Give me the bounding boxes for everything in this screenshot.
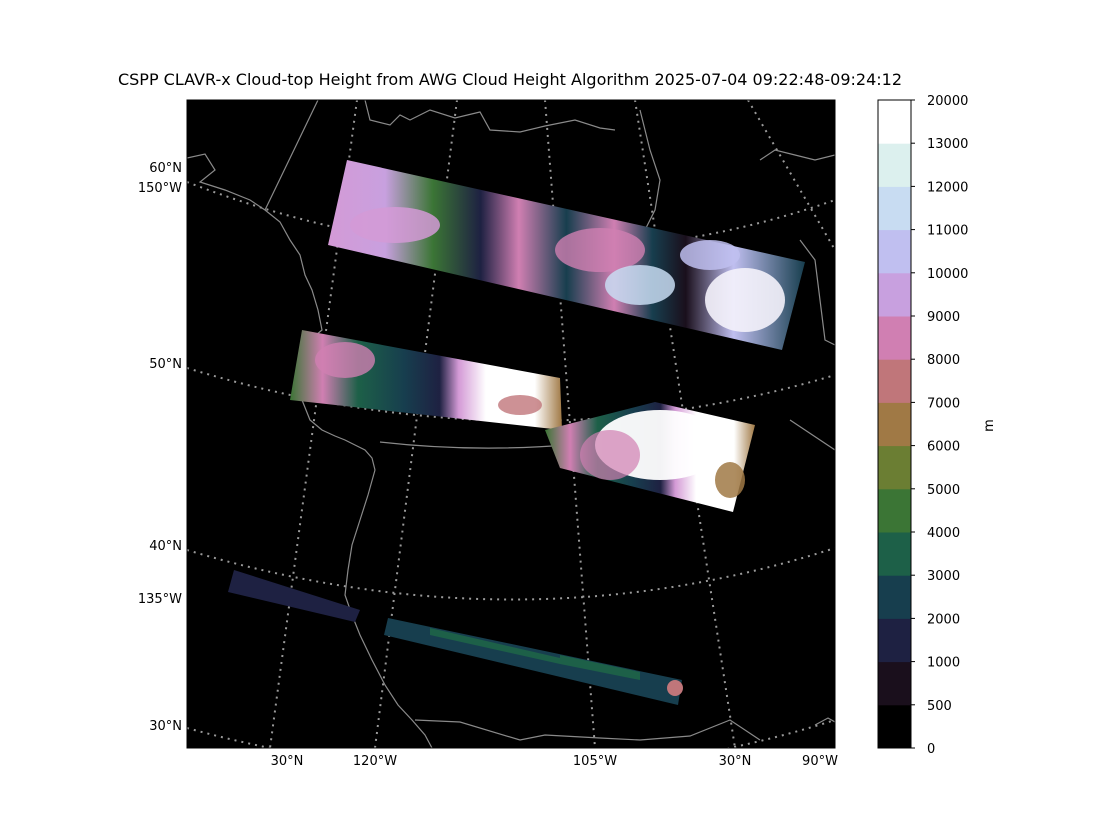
lon-line-4 (634, 100, 736, 748)
colorbar-tick-label: 11000 (927, 224, 968, 239)
colorbar-unit: m (981, 419, 997, 432)
coastline-top (364, 100, 616, 133)
colorbar-segment (878, 143, 911, 187)
colorbar: 0 500 1000 2000 3000 4000 5000 6000 7000 8000 9000… (877, 94, 968, 757)
colorbar-tick-label: 6000 (927, 440, 960, 455)
lon-label-135w: 135°W (138, 592, 182, 607)
colorbar-segment (878, 186, 911, 231)
colorbar-tick-label: 12000 (927, 180, 968, 195)
colorbar-tick-label: 13000 (927, 137, 968, 152)
colorbar-segment (878, 359, 911, 403)
lat-label-50: 50°N (149, 357, 182, 372)
colorbar-tick-label: 7000 (927, 396, 960, 411)
meridian-line (264, 100, 319, 211)
coastline-west (344, 469, 433, 748)
colorbar-segment (878, 229, 911, 274)
coastline-east (759, 149, 835, 451)
colorbar-tick-label: 5000 (927, 483, 960, 498)
bottom-label-120w: 120°W (353, 754, 397, 769)
lat-label-60: 60°N (149, 161, 182, 176)
colorbar-tick-label: 3000 (927, 569, 960, 584)
bottom-label-30n-left: 30°N (271, 754, 304, 769)
bottom-label-90w: 90°W (802, 754, 838, 769)
colorbar-segment (878, 488, 911, 533)
colorbar-tick-label: 0 (927, 742, 935, 757)
colorbar-segment (878, 618, 911, 663)
colorbar-tick-label: 9000 (927, 310, 960, 325)
colorbar-tick-label: 10000 (927, 267, 968, 282)
colorbar-tick-label: 8000 (927, 353, 960, 368)
colorbar-segment (878, 704, 911, 749)
swath-3 (228, 570, 683, 705)
lon-label-150w: 150°W (138, 181, 182, 196)
colorbar-segment (878, 532, 911, 576)
border-mexico (414, 719, 761, 741)
colorbar-segment (878, 272, 911, 317)
colorbar-segment (878, 402, 911, 447)
coastline-north (187, 153, 376, 471)
lon-line-5 (747, 100, 835, 251)
swath-2 (290, 330, 755, 512)
colorbar-tick-label: 20000 (927, 94, 968, 109)
colorbar-frame (877, 99, 912, 749)
coastline-sw (814, 717, 835, 726)
colorbar-segment (878, 445, 911, 490)
colorbar-segment (878, 661, 911, 706)
swath-1 (328, 160, 805, 350)
bottom-label-30n-right: 30°N (719, 754, 752, 769)
colorbar-tick-label: 4000 (927, 526, 960, 541)
lat-label-40: 40°N (149, 539, 182, 554)
colorbar-tick-label: 2000 (927, 612, 960, 627)
chart-title: CSPP CLAVR-x Cloud-top Height from AWG C… (117, 70, 903, 89)
colorbar-tick-label: 500 (927, 699, 952, 714)
colorbar-segment (878, 316, 911, 360)
colorbar-segment (878, 100, 911, 144)
lat-label-30: 30°N (149, 719, 182, 734)
colorbar-tick-label: 1000 (927, 656, 960, 671)
bottom-label-105w: 105°W (573, 754, 617, 769)
colorbar-segment (878, 575, 911, 619)
